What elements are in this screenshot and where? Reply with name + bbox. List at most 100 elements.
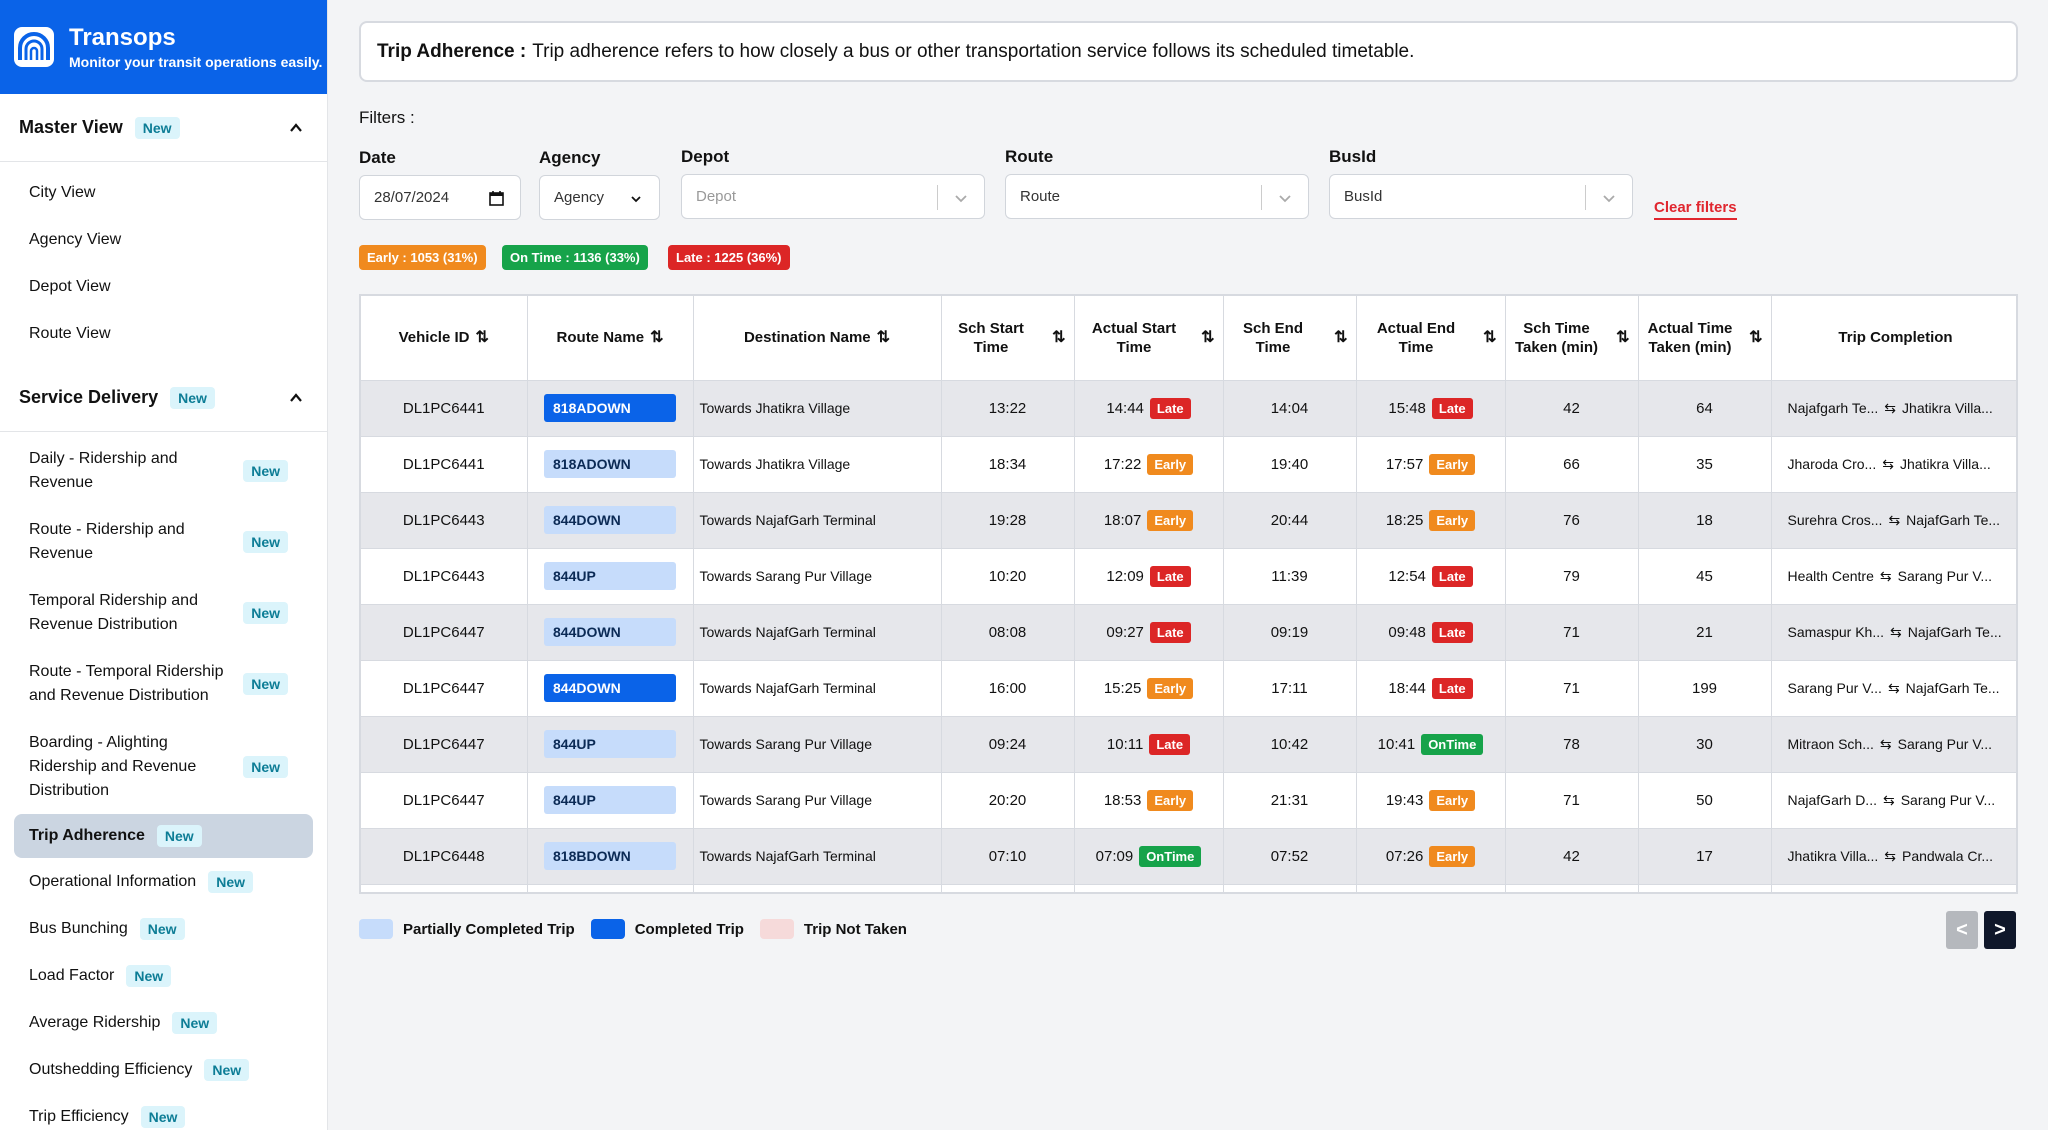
- depot-placeholder: Depot: [696, 188, 737, 205]
- trip-table-container[interactable]: Vehicle ID ⇅ Route Name ⇅ Destination Name…: [359, 294, 2018, 894]
- table-row[interactable]: DL1PC6448 818BDOWN Towards NajafGarh Termi…: [361, 828, 2016, 885]
- sidebar-item-load-factor[interactable]: Load Factor New: [0, 952, 327, 999]
- clear-filters-link[interactable]: Clear filters: [1654, 199, 1737, 220]
- sidebar-item-temporal-ridership[interactable]: Temporal Ridership and Revenue Distribut…: [0, 577, 327, 648]
- sidebar-item-trip-efficiency[interactable]: Trip Efficiency New: [0, 1093, 327, 1130]
- table-row[interactable]: DL1PC6441 818ADOWN Towards Jhatikra Villag…: [361, 380, 2016, 437]
- brand-subtitle: Monitor your transit operations easily.: [69, 53, 323, 70]
- empty-cell: [941, 884, 1075, 892]
- column-header-sch-end[interactable]: Sch End Time ⇅: [1223, 296, 1357, 381]
- route-pill[interactable]: 818BDOWN: [544, 842, 676, 870]
- sidebar-item-route-view[interactable]: Route View: [0, 310, 327, 357]
- next-page-button[interactable]: >: [1984, 911, 2016, 949]
- sidebar-item-outshedding-efficiency[interactable]: Outshedding Efficiency New: [0, 1046, 327, 1093]
- status-badge: Late: [1149, 621, 1191, 643]
- route-pill[interactable]: 844DOWN: [544, 674, 676, 702]
- date-input[interactable]: 28/07/2024: [359, 175, 521, 220]
- route-select[interactable]: Route: [1005, 174, 1309, 219]
- sidebar-item-average-ridership[interactable]: Average Ridership New: [0, 999, 327, 1046]
- actual-time-taken-cell: 64: [1638, 380, 1772, 437]
- route-name-cell: 818BDOWN: [527, 828, 694, 885]
- vehicle-id-cell: DL1PC6443: [361, 548, 528, 605]
- actual-time-taken-cell: 17: [1638, 828, 1772, 885]
- route-pill[interactable]: 844UP: [544, 786, 676, 814]
- sidebar-item-trip-adherence[interactable]: Trip Adherence New: [14, 814, 313, 858]
- chevron-up-icon[interactable]: [289, 121, 303, 135]
- route-pill[interactable]: 844DOWN: [544, 506, 676, 534]
- depot-select[interactable]: Depot: [681, 174, 985, 219]
- sidebar-item-depot-view[interactable]: Depot View: [0, 263, 327, 310]
- column-header-label: Actual Time Taken (min): [1647, 319, 1733, 356]
- actual-end-cell: 07:26 Early: [1356, 828, 1506, 885]
- actual-start-cell: 09:27 Late: [1074, 604, 1224, 661]
- calendar-icon[interactable]: [489, 190, 504, 206]
- sch-time-taken-cell: 71: [1505, 604, 1639, 661]
- table-row[interactable]: DL1PC6447 844DOWN Towards NajafGarh Termin…: [361, 604, 2016, 661]
- sidebar-item-city-view[interactable]: City View: [0, 169, 327, 216]
- table-row[interactable]: DL1PC6441 818ADOWN Towards Jhatikra Villag…: [361, 436, 2016, 493]
- legend: Partially Completed Trip Completed Trip …: [359, 919, 923, 939]
- trip-completion-cell: Mitraon Sch... ⇆ Sarang Pur V...: [1771, 716, 2016, 773]
- sidebar-item-agency-view[interactable]: Agency View: [0, 216, 327, 263]
- sort-icon[interactable]: ⇅: [650, 329, 664, 347]
- sidebar-item-label: Trip Efficiency: [29, 1107, 129, 1125]
- trip-to: Sarang Pur V...: [1897, 735, 1993, 752]
- route-pill[interactable]: 818ADOWN: [544, 450, 676, 478]
- swap-arrows-icon: ⇆: [1879, 735, 1892, 752]
- agency-select[interactable]: Agency: [539, 175, 660, 220]
- sidebar-item-daily-ridership[interactable]: Daily - Ridership and Revenue New: [0, 435, 327, 506]
- brand-header[interactable]: Transops Monitor your transit operations…: [0, 0, 327, 94]
- section-master-view[interactable]: Master View New: [0, 94, 327, 162]
- table-row[interactable]: DL1PC6443 844DOWN Towards NajafGarh Termin…: [361, 492, 2016, 549]
- sch-end-cell: 21:31: [1223, 772, 1357, 829]
- sort-icon[interactable]: ⇅: [1052, 329, 1066, 346]
- sidebar-item-route-ridership[interactable]: Route - Ridership and Revenue New: [0, 506, 327, 577]
- table-row[interactable]: DL1PC6447 844UP Towards Sarang Pur Village…: [361, 716, 2016, 773]
- chevron-up-icon[interactable]: [289, 391, 303, 405]
- sidebar-item-route-temporal-ridership[interactable]: Route - Temporal Ridership and Revenue D…: [0, 648, 327, 719]
- column-header-actual-time-taken[interactable]: Actual Time Taken (min) ⇅: [1638, 296, 1772, 381]
- route-pill[interactable]: 844UP: [544, 562, 676, 590]
- table-row[interactable]: DL1PC6447 844DOWN Towards NajafGarh Termin…: [361, 660, 2016, 717]
- column-header-vehicle-id[interactable]: Vehicle ID ⇅: [361, 296, 528, 381]
- vehicle-id-cell: DL1PC6447: [361, 772, 528, 829]
- trip-to: Jhatikra Villa...: [1902, 399, 1993, 416]
- sidebar-item-label: Load Factor: [29, 966, 115, 984]
- sort-icon[interactable]: ⇅: [1483, 329, 1497, 346]
- table-row[interactable]: DL1PC6443 844UP Towards Sarang Pur Village…: [361, 548, 2016, 605]
- sidebar-item-boarding-alighting[interactable]: Boarding - Alighting Ridership and Reven…: [0, 719, 327, 814]
- new-badge: New: [208, 870, 253, 893]
- sidebar-item-label: Operational Information: [29, 872, 197, 890]
- new-badge: New: [243, 459, 288, 482]
- sort-icon[interactable]: ⇅: [1749, 329, 1763, 346]
- sidebar-item-operational-information[interactable]: Operational Information New: [0, 858, 327, 905]
- busid-select[interactable]: BusId: [1329, 174, 1633, 219]
- trip-from: Mitraon Sch...: [1787, 735, 1874, 752]
- sort-icon[interactable]: ⇅: [1616, 329, 1630, 346]
- column-header-actual-start[interactable]: Actual Start Time ⇅: [1074, 296, 1224, 381]
- table-row: [361, 884, 2016, 892]
- select-separator: [1585, 185, 1586, 210]
- route-pill[interactable]: 844DOWN: [544, 618, 676, 646]
- prev-page-button[interactable]: <: [1946, 911, 1978, 949]
- destination-cell: Towards Sarang Pur Village: [693, 716, 942, 773]
- column-header-label: Sch End Time: [1242, 319, 1303, 356]
- section-service-delivery[interactable]: Service Delivery New: [0, 364, 327, 432]
- sort-icon[interactable]: ⇅: [876, 329, 891, 347]
- route-pill[interactable]: 818ADOWN: [544, 394, 676, 422]
- actual-start-time: 10:11: [1106, 735, 1144, 753]
- column-header-sch-time-taken[interactable]: Sch Time Taken (min) ⇅: [1505, 296, 1639, 381]
- sort-icon[interactable]: ⇅: [1201, 329, 1215, 346]
- depot-label: Depot: [681, 147, 730, 166]
- sort-icon[interactable]: ⇅: [1334, 329, 1348, 346]
- select-separator: [937, 185, 938, 210]
- route-pill[interactable]: 844UP: [544, 730, 676, 758]
- table-row[interactable]: DL1PC6447 844UP Towards Sarang Pur Village…: [361, 772, 2016, 829]
- column-header-sch-start[interactable]: Sch Start Time ⇅: [941, 296, 1075, 381]
- actual-start-time: 14:44: [1106, 399, 1144, 417]
- column-header-actual-end[interactable]: Actual End Time ⇅: [1356, 296, 1506, 381]
- column-header-route-name[interactable]: Route Name ⇅: [527, 296, 694, 381]
- sidebar-item-bus-bunching[interactable]: Bus Bunching New: [0, 905, 327, 952]
- column-header-destination-name[interactable]: Destination Name ⇅: [693, 296, 942, 381]
- sort-icon[interactable]: ⇅: [475, 329, 489, 347]
